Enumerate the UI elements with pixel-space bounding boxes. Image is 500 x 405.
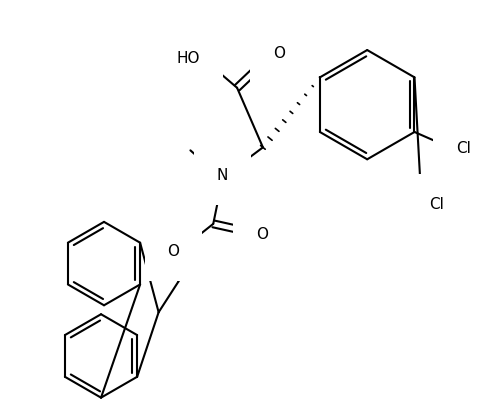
Text: O: O: [256, 227, 268, 242]
Text: Cl: Cl: [430, 197, 444, 212]
Text: Cl: Cl: [456, 141, 471, 156]
Text: O: O: [168, 243, 179, 258]
Text: N: N: [216, 167, 228, 182]
Text: HO: HO: [176, 51, 200, 66]
Text: O: O: [273, 45, 285, 60]
